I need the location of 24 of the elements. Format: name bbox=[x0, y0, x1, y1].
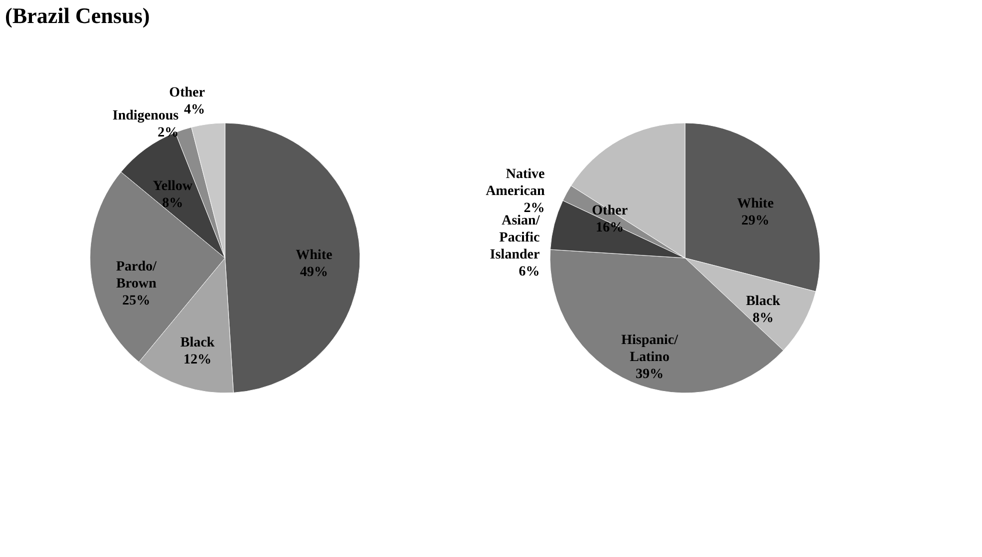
data-label: 29% bbox=[741, 213, 770, 228]
slice-label: Indigenous bbox=[112, 108, 180, 124]
slice-label: White bbox=[737, 196, 774, 212]
data-label: 8% bbox=[162, 196, 184, 211]
data-label: 2% bbox=[158, 125, 179, 140]
slice-label: Native American bbox=[486, 166, 545, 199]
chart-title: (Brazil Census) bbox=[5, 3, 150, 28]
data-label: 39% bbox=[636, 366, 664, 382]
data-label: 4% bbox=[184, 102, 205, 118]
slice-label: White bbox=[296, 248, 332, 264]
data-label: 6% bbox=[518, 264, 540, 280]
slice-label: Yellow bbox=[152, 178, 194, 194]
data-label: 12% bbox=[183, 352, 212, 368]
slice-label: Asian/Pacific Islander bbox=[490, 214, 541, 263]
data-label: 49% bbox=[300, 265, 328, 280]
slice-label: Pardo/Brown bbox=[116, 259, 158, 292]
slice-label: Hispanic/Latino bbox=[621, 332, 680, 365]
slice-label: Black bbox=[180, 336, 215, 351]
slice-label: Other bbox=[169, 85, 205, 100]
data-label: 2% bbox=[524, 200, 545, 216]
data-label: 25% bbox=[122, 293, 150, 308]
slice-label: Black bbox=[746, 294, 780, 309]
data-label: 16% bbox=[596, 220, 624, 236]
data-label: 8% bbox=[752, 310, 774, 326]
